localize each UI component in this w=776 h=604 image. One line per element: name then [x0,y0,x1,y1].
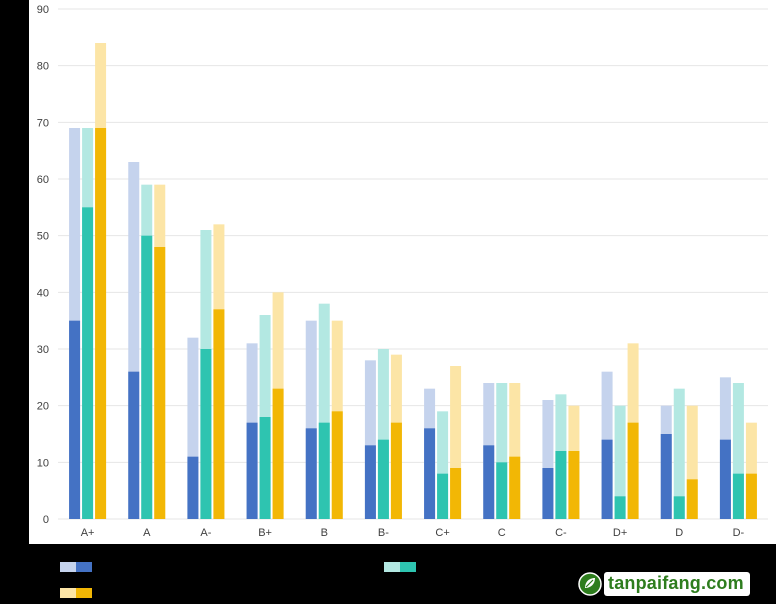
bar-value [213,309,225,519]
bar-value [555,451,567,519]
x-tick-label: B [321,527,328,539]
bars [69,43,757,520]
bar-value [450,468,462,519]
bar-value [745,473,757,519]
x-tick-label: C+ [435,527,449,539]
bar-value [483,445,495,519]
legend-swatch-dark [76,588,92,598]
x-tick-label: B+ [258,527,272,539]
x-tick-label: A+ [81,527,95,539]
grid-lines [58,8,768,520]
y-tick-label: 60 [37,174,49,186]
bar-value [154,247,166,519]
bar-value [627,422,639,519]
x-tick-label: D [675,527,683,539]
bar-value [246,422,258,519]
bar-total [364,360,376,519]
legend-swatch-dark [76,562,92,572]
y-tick-label: 40 [37,287,49,299]
bar-value [542,468,554,519]
bar-value [128,371,140,519]
bar-value [673,496,685,519]
watermark-text: tanpaifang.com [604,572,750,596]
bar-value [318,422,330,519]
bar-total [450,366,462,519]
bar-total [686,405,698,519]
x-tick-label: A- [200,527,211,539]
bar-value [568,451,580,519]
bar-value [377,439,389,519]
bar-value [69,320,81,519]
bar-total [377,349,389,519]
bar-value [331,411,343,519]
bar-value [732,473,744,519]
bar-value [141,235,153,519]
bar-value [187,456,199,519]
x-tick-label: C [498,527,506,539]
y-tick-label: 30 [37,344,49,356]
x-tick-label: B- [378,527,389,539]
x-tick-label: D+ [613,527,627,539]
bar-total [305,320,317,519]
legend [60,562,416,598]
bar-value [95,128,107,519]
y-tick-label: 70 [37,117,49,129]
bar-total [745,422,757,519]
x-tick-label: A [143,527,151,539]
bar-value [719,439,731,519]
legend-swatch-light [60,588,76,598]
bar-value [390,422,402,519]
x-tick-label: C- [555,527,567,539]
bar-value [614,496,626,519]
bar-value [660,434,672,519]
plot-background [29,0,776,544]
bar-value [200,349,212,519]
legend-swatch-light [60,562,76,572]
y-axis-ticks: 0 10 20 30 40 50 60 70 80 90 [37,4,49,526]
bar-value [686,479,698,519]
watermark: tanpaifang.com [578,570,750,598]
x-tick-label: D- [733,527,745,539]
bar-total [509,383,521,519]
bar-value [437,473,449,519]
bar-total [128,162,140,519]
y-tick-label: 90 [37,4,49,16]
bar-value [364,445,376,519]
bar-value [424,428,436,519]
bar-value [601,439,613,519]
bar-total [187,337,199,519]
bar-total [673,388,685,519]
bar-value [272,388,284,519]
y-tick-label: 20 [37,401,49,413]
legend-swatch-light [384,562,400,572]
bar-value [305,428,317,519]
bar-total [732,383,744,519]
bar-total [542,400,554,519]
y-tick-label: 10 [37,457,49,469]
y-tick-label: 0 [43,514,49,526]
bar-total [496,383,508,519]
bar-value [82,207,94,520]
leaf-circle-logo-icon [578,572,602,596]
bar-total [318,303,330,519]
bar-total [437,411,449,519]
bar-total [614,405,626,519]
y-tick-label: 50 [37,231,49,243]
x-axis-ticks: A+ A A- B+ B B- C+ C C- D+ D D- [81,527,745,539]
bar-value [509,456,521,519]
y-tick-label: 80 [37,61,49,73]
bar-value [496,462,508,519]
bar-value [259,417,271,519]
legend-swatch-dark [400,562,416,572]
